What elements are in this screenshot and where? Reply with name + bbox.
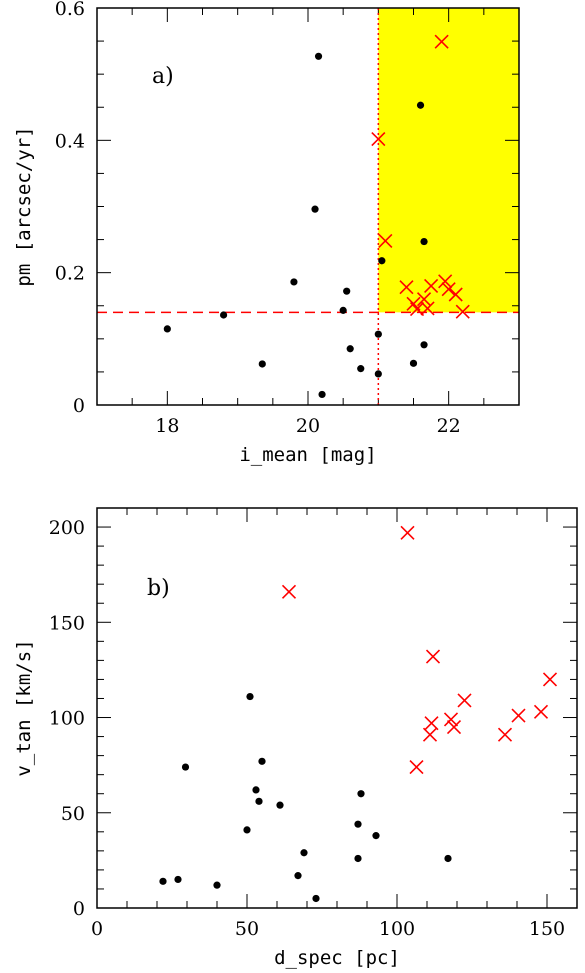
chart0-point-dot: [163, 325, 171, 333]
chart1-x-axis-label: d_spec [pc]: [274, 947, 400, 969]
chart1-point-dot: [354, 854, 362, 863]
chart1-y-tick-label: 150: [49, 612, 85, 634]
chart1-frame: [96, 507, 578, 909]
chart1-point-cross: [497, 727, 513, 742]
chart0-point-dot: [374, 330, 382, 338]
chart0-point-dot: [339, 306, 347, 314]
chart0-x-tick-label: 22: [437, 415, 461, 437]
chart1-point-cross: [400, 525, 415, 540]
chart0-y-axis-label: pm [arcsec/yr]: [13, 126, 35, 286]
chart0-point-cross: [420, 301, 435, 316]
chart1-point-cross: [446, 719, 462, 735]
chart1-point-dot: [258, 757, 266, 765]
chart0-point-dot: [311, 205, 319, 213]
chart1-panel-label: b): [147, 576, 170, 601]
chart0-point-dot: [346, 345, 354, 353]
chart1-point-dot: [255, 797, 263, 805]
chart1-y-axis-label: v_tan [km/s]: [13, 639, 35, 776]
chart1-point-cross: [457, 693, 472, 708]
chart0-panel-label: a): [152, 64, 174, 89]
chart1-point-dot: [252, 786, 260, 794]
chart0-y-tick-label: 0.6: [55, 0, 85, 20]
chart1-x-tick-label: 50: [235, 918, 259, 940]
chart1-point-dot: [354, 820, 362, 828]
chart1-point-cross: [424, 716, 439, 731]
chart0-point-dot: [409, 359, 418, 367]
chart1-point-dot: [372, 832, 380, 840]
chart0-point-dot: [290, 278, 298, 286]
chart0-x-tick-label: 20: [296, 415, 320, 437]
chart1-point-cross: [542, 672, 558, 687]
chart1-point-cross: [443, 712, 459, 727]
chart1-y-tick-label: 0: [73, 898, 85, 920]
chart1-point-dot: [357, 790, 365, 798]
chart1-point-dot: [276, 801, 284, 809]
chart1-point-dot: [181, 763, 190, 771]
chart1-point-dot: [246, 692, 254, 701]
chart0-point-dot: [314, 52, 323, 60]
chart1-point-cross: [533, 704, 549, 719]
chart0-point-cross: [438, 274, 453, 289]
chart1-point-dot: [444, 854, 452, 863]
chart0-point-cross: [378, 233, 393, 248]
chart0-point-cross: [424, 278, 439, 293]
chart0-point-dot: [318, 390, 326, 399]
chart0-point-cross: [409, 301, 425, 317]
chart1-point-dot: [300, 849, 308, 857]
chart1-point-dot: [312, 894, 320, 903]
chart0-point-dot: [420, 237, 428, 246]
chart0-point-cross: [434, 34, 449, 49]
chart0-x-tick-label: 18: [155, 415, 179, 437]
chart0-point-dot: [378, 257, 386, 265]
chart0-point-dot: [416, 101, 425, 109]
chart0-x-axis-label: i_mean [mag]: [239, 444, 376, 466]
chart0-point-cross: [371, 131, 386, 147]
chart0-y-tick-label: 0.4: [55, 130, 85, 152]
chart1-point-cross: [422, 727, 438, 742]
chart0-point-cross: [448, 287, 463, 302]
chart0-point-dot: [258, 360, 266, 368]
chart0-point-cross: [416, 292, 432, 307]
chart0-highlight-region: [378, 8, 519, 313]
chart1-point-dot: [174, 875, 182, 884]
panel-b: 0 50 100 150 0 50 100 150 200 d_spec [pc] v_tan [k…: [13, 507, 578, 969]
panel-a: 18 20 22 0 0.2 0.4 0.6 i_mean [mag] pm [arcsec/y…: [13, 0, 520, 466]
chart0-point-cross: [455, 304, 470, 319]
chart1-point-dot: [159, 877, 167, 885]
chart1-point-dot: [294, 872, 302, 880]
chart0-frame: [96, 7, 520, 406]
chart1-point-cross: [425, 649, 441, 664]
chart0-y-tick-label: 0: [73, 395, 85, 417]
chart1-point-cross: [511, 708, 526, 723]
chart1-y-tick-label: 100: [49, 708, 85, 730]
chart1-x-tick-label: 150: [529, 918, 565, 940]
chart1-y-tick-label: 200: [49, 517, 85, 539]
chart0-point-dot: [220, 311, 228, 319]
chart1-y-tick-label: 50: [61, 803, 85, 825]
chart0-point-cross: [441, 282, 456, 297]
chart0-point-dot: [374, 370, 382, 378]
chart1-x-tick-label: 100: [379, 918, 415, 940]
chart1-point-dot: [213, 881, 221, 889]
chart0-point-dot: [343, 287, 351, 295]
chart0-point-cross: [399, 280, 414, 295]
chart1-point-cross: [281, 584, 297, 599]
chart0-point-dot: [420, 341, 428, 349]
chart0-y-tick-label: 0.2: [55, 263, 85, 285]
chart0-point-dot: [357, 365, 365, 373]
chart1-x-tick-label: 0: [91, 918, 103, 940]
chart1-point-dot: [243, 826, 251, 834]
chart1-point-cross: [409, 759, 424, 775]
